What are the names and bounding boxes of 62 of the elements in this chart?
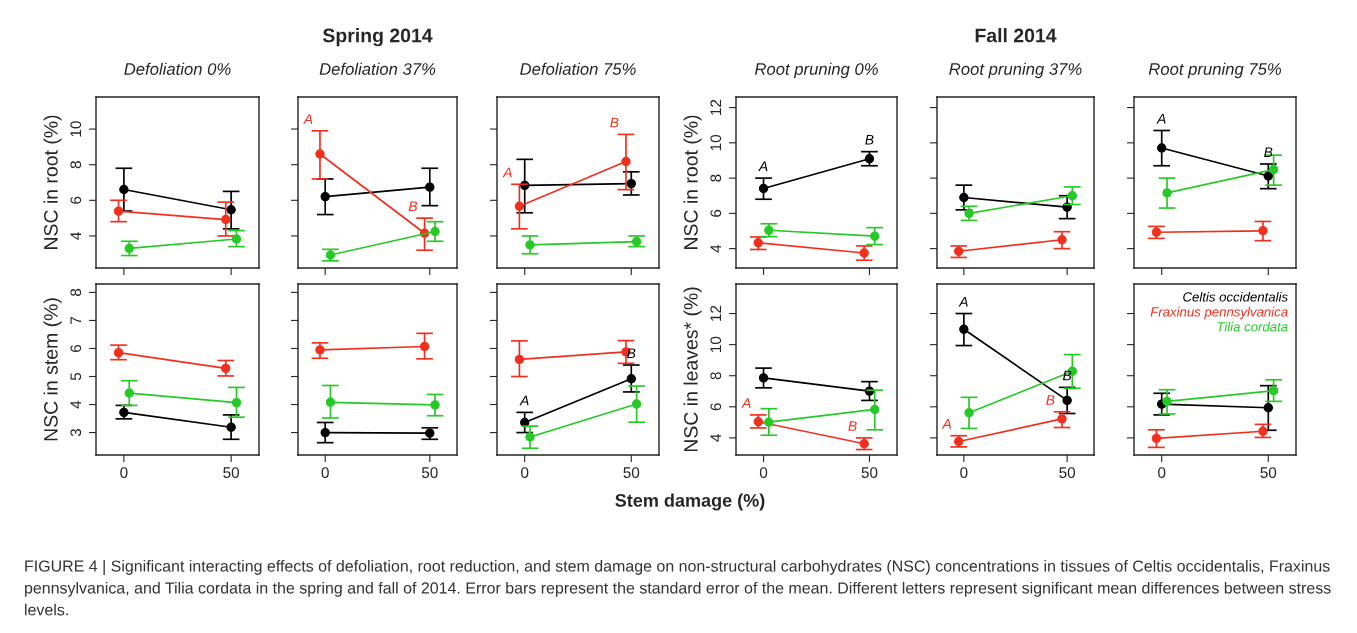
data-label: B (1046, 395, 1055, 405)
data-label: B (610, 117, 619, 128)
x-tick-label: 0 (759, 467, 768, 479)
data-label: A (519, 395, 529, 406)
chart-title: Defoliation 75% (520, 62, 636, 75)
y-tick-label: 10 (710, 134, 722, 151)
y-tick-label: 6 (710, 209, 722, 217)
text: Spring 2014 (322, 28, 433, 47)
y-tick-label: 7 (70, 316, 82, 324)
y-tick-label: 8 (70, 161, 82, 169)
x-tick-label: 50 (421, 467, 438, 479)
y-tick-label: 10 (70, 121, 82, 137)
chart-title: Root pruning 37% (949, 62, 1082, 79)
x-tick-label: 50 (623, 467, 640, 479)
text: Celtis occidentalis (1183, 291, 1288, 302)
y-axis-title: NSC in stem (%) (43, 298, 62, 441)
caption: FIGURE 4 | Significant interacting effects of defoliation, root reduction, and stem damage on non-structural carbohydrates (NSC) concentrations in tissues of Celtis occidentalis, Fraxinus pennsylvanica, and Tilia cordata in the spring and fall of 2014. Error bars represent the standard error of the mean. Different letters represent significant mean differences between stress levels. (25, 560, 1331, 616)
x-tick-label: 50 (1059, 467, 1076, 479)
data-label: A (941, 419, 951, 429)
y-tick-label: 8 (710, 174, 722, 182)
y-tick-label: 12 (710, 99, 722, 115)
x-tick-label: 50 (223, 467, 240, 479)
chart-title: Defoliation 37% (319, 62, 436, 75)
x-axis-title: Stem damage (%) (615, 493, 765, 511)
text: Tilia cordata (1217, 321, 1288, 332)
data-label: A (1156, 113, 1166, 124)
data-label: A (758, 161, 768, 172)
y-tick-label: 4 (70, 400, 82, 409)
y-tick-label: 6 (710, 403, 722, 411)
y-tick-label: 4 (70, 232, 82, 240)
x-tick-label: 0 (1158, 467, 1166, 479)
x-tick-label: 50 (1260, 467, 1277, 479)
y-tick-label: 4 (710, 434, 722, 442)
x-tick-label: 50 (861, 467, 878, 479)
y-tick-label: 5 (70, 372, 82, 381)
y-axis-title: NSC in root (%) (43, 115, 62, 249)
chart-title: Root pruning 0% (754, 62, 878, 79)
data-label: A (741, 398, 751, 408)
text: Fall 2014 (975, 28, 1057, 43)
y-tick-label: 8 (710, 372, 722, 380)
y-tick-label: 12 (710, 305, 722, 321)
y-tick-label: 10 (710, 336, 722, 352)
y-tick-label: 3 (70, 429, 82, 437)
data-label: A (303, 114, 313, 124)
data-label: A (502, 167, 512, 178)
data-label: B (865, 135, 874, 145)
chart-title: Root pruning 75% (1148, 62, 1281, 79)
text: Fraxinus pennsylvanica (1150, 306, 1288, 320)
y-tick-label: 4 (710, 244, 722, 253)
x-tick-label: 0 (960, 467, 968, 479)
y-axis-title: NSC in root (%) (683, 115, 702, 249)
data-label: B (848, 421, 857, 431)
chart-title: Defoliation 0% (124, 62, 231, 75)
x-tick-label: 0 (120, 467, 128, 479)
y-tick-label: 6 (70, 344, 82, 352)
y-tick-label: 8 (70, 288, 82, 296)
y-axis-title: NSC in leaves* (%) (683, 287, 702, 452)
x-tick-label: 0 (521, 467, 529, 479)
x-tick-label: 0 (321, 467, 329, 479)
data-label: B (408, 201, 418, 212)
data-label: A (958, 296, 968, 307)
y-tick-label: 6 (70, 196, 82, 204)
